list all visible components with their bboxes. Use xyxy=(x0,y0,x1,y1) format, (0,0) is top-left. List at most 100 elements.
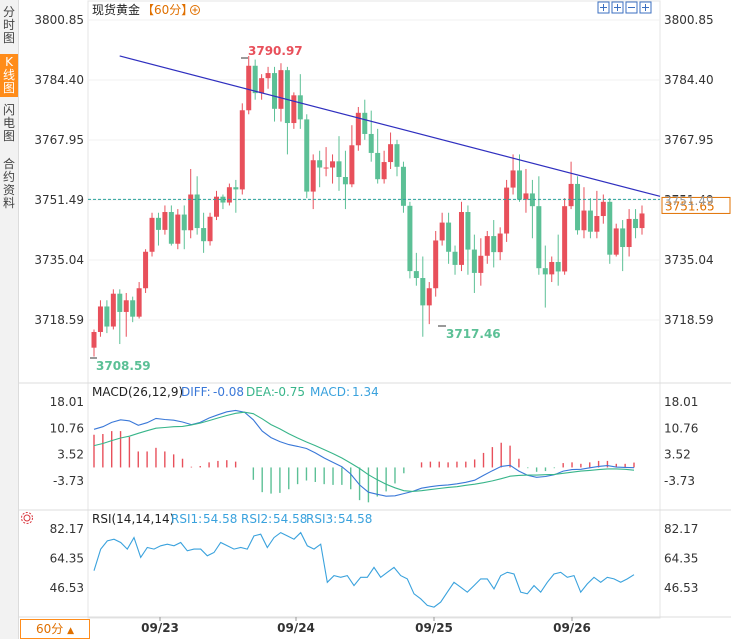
candle-body xyxy=(330,161,336,168)
rsi-legend-value: 54.58 xyxy=(338,512,372,526)
last-price-box xyxy=(661,196,731,214)
candle-body xyxy=(155,217,161,230)
rsi-y-tick-right: 64.35 xyxy=(664,552,698,566)
candle-body xyxy=(252,65,258,94)
settings-gear-icon[interactable] xyxy=(23,514,31,522)
x-tick-label: 09/26 xyxy=(553,621,591,635)
y-tick-left: 3751.49 xyxy=(34,193,84,207)
y-tick-left: 3735.04 xyxy=(34,253,84,267)
candle-body xyxy=(168,212,174,244)
candle-body xyxy=(194,194,200,229)
macd-legend-value: -0.08 xyxy=(213,385,244,399)
candle-body xyxy=(426,288,432,306)
y-tick-right: 3800.85 xyxy=(664,13,714,27)
candle-body xyxy=(375,152,381,180)
high-annotation: 3790.97 xyxy=(248,44,303,58)
side-tab-char: 资 xyxy=(2,183,15,197)
candle-body xyxy=(388,144,394,163)
candle-body xyxy=(342,177,348,185)
rsi-title: RSI(14,14,14) xyxy=(92,512,174,526)
side-tab-char: 图 xyxy=(2,129,15,143)
candle-body xyxy=(613,228,619,255)
side-tab-char: 时 xyxy=(2,18,15,32)
last-price-label: 3751.65 xyxy=(665,199,715,213)
side-tab-char: 图 xyxy=(2,81,15,95)
candle-body xyxy=(497,233,503,253)
side-tab-char: 分 xyxy=(2,5,15,19)
side-tab-char: 合 xyxy=(2,157,15,171)
side-tab-char: 约 xyxy=(2,170,15,184)
candle-body xyxy=(523,193,529,200)
candle-body xyxy=(226,187,232,203)
candle-body xyxy=(484,236,490,256)
y-tick-right: 3767.95 xyxy=(664,133,714,147)
side-tab-char: 线 xyxy=(2,68,15,82)
candle-body xyxy=(246,65,252,111)
macd-y-tick-left: 3.52 xyxy=(57,448,84,462)
y-tick-left: 3767.95 xyxy=(34,133,84,147)
side-tab-char: 闪 xyxy=(2,103,15,117)
dea-line xyxy=(93,411,635,492)
y-tick-left: 3784.40 xyxy=(34,73,84,87)
rsi-y-tick-left: 82.17 xyxy=(50,522,84,536)
candle-body xyxy=(104,306,110,327)
candle-body xyxy=(355,112,361,146)
candle-body xyxy=(233,187,239,190)
candle-body xyxy=(272,73,278,109)
candle-body xyxy=(600,201,606,217)
candle-body xyxy=(517,170,523,200)
rsi-line xyxy=(93,531,635,608)
side-tab-3[interactable]: 合约资料 xyxy=(0,156,18,212)
side-tab-2[interactable]: 闪电图 xyxy=(0,102,18,145)
trendline[interactable] xyxy=(119,55,661,197)
candle-body xyxy=(452,251,458,265)
macd-legend-label: MACD: xyxy=(310,385,350,399)
candle-body xyxy=(310,160,316,192)
candle-body xyxy=(188,194,194,231)
candle-body xyxy=(394,144,400,167)
candle-body xyxy=(181,214,187,231)
candle-body xyxy=(130,300,136,317)
candle-body xyxy=(362,112,368,134)
candle-body xyxy=(97,306,103,332)
candle-body xyxy=(207,216,213,242)
candle-body xyxy=(581,210,587,231)
chart-title: 现货黄金 xyxy=(92,2,140,17)
candle-body xyxy=(110,293,116,327)
candle-body xyxy=(639,213,645,229)
candle-body xyxy=(633,218,639,229)
side-tab-char: 电 xyxy=(2,116,15,130)
macd-y-tick-right: -3.73 xyxy=(664,474,695,488)
candle-body xyxy=(562,206,568,272)
rsi-legend-label: RSI1: xyxy=(171,512,202,526)
circle-plus-icon[interactable] xyxy=(190,5,200,15)
side-tab-0[interactable]: 分时图 xyxy=(0,4,18,47)
x-tick-label: 09/23 xyxy=(141,621,179,635)
candle-body xyxy=(278,70,284,109)
candle-body xyxy=(568,183,574,207)
candle-body xyxy=(291,95,297,124)
rsi-y-tick-right: 46.53 xyxy=(664,581,698,595)
candle-body xyxy=(446,222,452,252)
timeframe-selector-button[interactable]: 60分 ▲ xyxy=(20,619,90,639)
macd-y-tick-left: -3.73 xyxy=(53,474,84,488)
right-partial-label: 3751.49 xyxy=(664,194,714,208)
rsi-legend-label: RSI2: xyxy=(241,512,272,526)
candle-body xyxy=(478,255,484,273)
candle-body xyxy=(220,196,226,203)
candle-body xyxy=(201,228,207,242)
candle-body xyxy=(323,167,329,169)
candle-body xyxy=(587,210,593,232)
candle-body xyxy=(407,205,413,272)
candle-body xyxy=(349,145,355,185)
candle-body xyxy=(471,249,477,273)
candle-body xyxy=(297,95,303,120)
macd-y-tick-right: 10.76 xyxy=(664,421,698,435)
rsi-y-tick-left: 46.53 xyxy=(50,581,84,595)
candle-body xyxy=(317,160,323,168)
candle-body xyxy=(575,183,581,231)
mid-low-annotation: 3717.46 xyxy=(446,327,501,341)
